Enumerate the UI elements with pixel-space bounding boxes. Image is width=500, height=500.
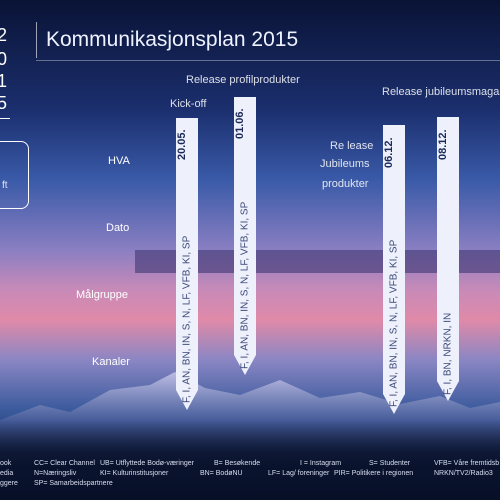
arrow-target-tags: F, I, BN, NRKN, IN <box>442 312 454 395</box>
legend-r1-0: ook <box>0 460 12 467</box>
arrow-date: 06.12. <box>383 137 395 169</box>
timeline-arrow-1[interactable]: 20.05. F, I, AN, BN, IN, S, N, LF, VFB, … <box>176 118 198 410</box>
annotation-release-profil: Release profilprodukter <box>186 74 300 86</box>
logo-dash <box>0 118 10 119</box>
arrow-date: 08.12. <box>437 129 449 161</box>
legend-r3-0: ggere <box>0 480 18 487</box>
side-panel-text: ft <box>2 180 8 191</box>
annotation-kickoff: Kick-off <box>170 98 207 110</box>
row-label-hva: HVA <box>108 155 130 167</box>
logo-digit-2: 0 <box>0 49 8 69</box>
arrow-date: 20.05. <box>176 129 188 161</box>
legend-r3-1: SP= Samarbeidspartnere <box>34 480 113 487</box>
highlight-band <box>135 250 500 273</box>
logo-digit-1: 2 <box>0 25 8 45</box>
logo-digit-4: 5 <box>0 93 8 113</box>
arrow-target-tags: F, I, AN, BN, IN, S, N, LF, VFB, KI, SP <box>181 235 193 403</box>
title-divider <box>36 22 37 58</box>
annotation-release-jubileum: Release jubileumsmagas <box>382 86 500 98</box>
timeline-arrow-2[interactable]: 01.06. F, I, AN, BN, IN, S, N, LF, VFB, … <box>234 97 256 375</box>
legend-r2-5: PIR= Politikere i regionen <box>334 470 414 477</box>
annotation-jubileums: Jubileums <box>320 158 370 170</box>
legend-r1-6: VFB= Våre fremtidsb <box>434 460 500 467</box>
arrow-shape <box>437 117 459 401</box>
arrow-shape <box>234 97 256 375</box>
page-title: Kommunikasjonsplan 2015 <box>46 28 299 51</box>
legend-r2-3: BN= BodøNU <box>200 470 243 477</box>
legend-r1-2: UB= Utflyttede Bodø-væringer <box>100 460 194 467</box>
legend-r1-3: B= Besøkende <box>214 460 261 467</box>
timeline-arrow-4[interactable]: 08.12. F, I, BN, NRKN, IN <box>437 117 459 401</box>
footer-shade <box>0 420 500 500</box>
legend-r1-1: CC= Clear Channel <box>34 460 95 467</box>
row-label-dato: Dato <box>106 222 130 234</box>
row-label-kanaler: Kanaler <box>92 356 130 368</box>
arrow-shape <box>176 118 198 410</box>
annotation-produkter: produkter <box>322 178 369 190</box>
arrow-date: 01.06. <box>234 108 246 140</box>
header-rule <box>36 60 500 61</box>
arrow-target-tags: F, I, AN, BN, IN, S, N, LF, VFB, KI, SP <box>239 201 251 369</box>
legend-r2-2: KI= Kulturinstitusjoner <box>100 470 169 477</box>
legend-r2-4: LF= Lag/ foreninger <box>268 470 330 477</box>
legend-r2-1: N=Næringsliv <box>34 470 77 477</box>
logo-digit-3: 1 <box>0 71 8 91</box>
arrow-shape <box>383 125 405 414</box>
arrow-target-tags: F, I, AN, BN, IN, S, N, LF, VFB, KI, SP <box>388 239 400 407</box>
side-panel-box[interactable] <box>0 141 29 209</box>
row-label-malgruppe: Målgruppe <box>76 289 128 301</box>
legend-r2-6: NRKN/TV2/Radio3 <box>434 470 493 477</box>
annotation-re-lease: Re lease <box>330 140 374 152</box>
legend-r1-5: S= Studenter <box>369 460 411 467</box>
legend-r1-4: I = Instagram <box>300 460 342 467</box>
timeline-arrow-3[interactable]: 06.12. F, I, AN, BN, IN, S, N, LF, VFB, … <box>383 125 405 414</box>
legend-r2-0: edia <box>0 470 14 477</box>
